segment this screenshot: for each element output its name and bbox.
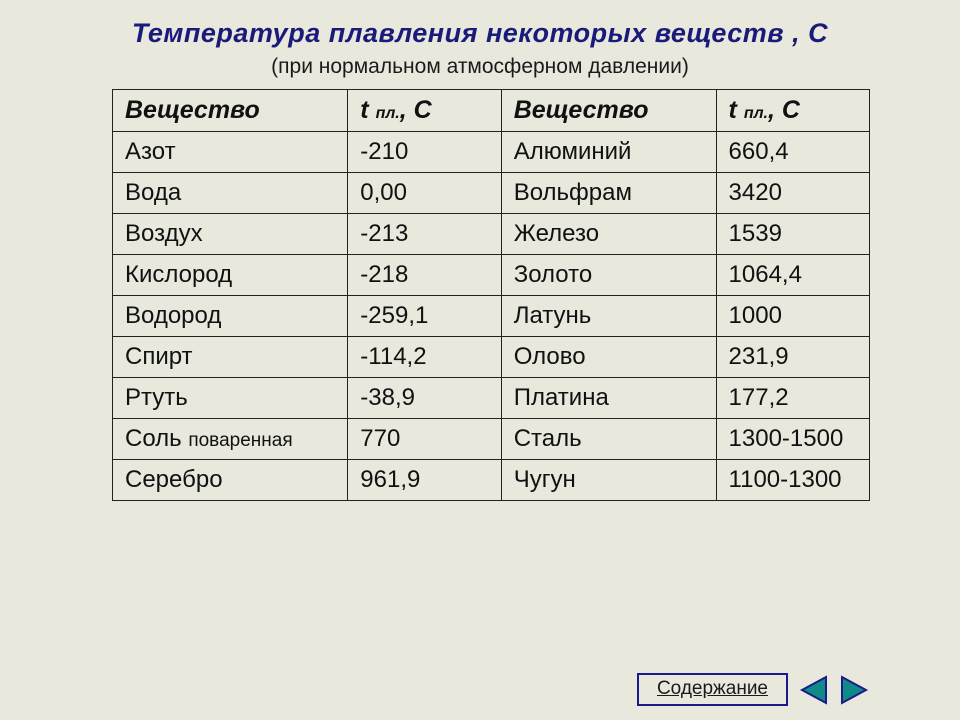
table-row: Соль поваренная 770 Сталь 1300-1500 — [113, 419, 870, 460]
cell-substance: Спирт — [113, 337, 348, 378]
cell-temp: 660,4 — [716, 132, 869, 173]
cell-temp: 1539 — [716, 214, 869, 255]
cell-temp: 961,9 — [348, 460, 501, 501]
cell-substance: Вода — [113, 173, 348, 214]
cell-temp: 1000 — [716, 296, 869, 337]
header-t-label-2: t пл., С — [729, 96, 800, 124]
table-container: Вещество t пл., С Вещество t пл., С Азот… — [0, 89, 960, 501]
table-row: Спирт -114,2 Олово 231,9 — [113, 337, 870, 378]
cell-substance: Олово — [501, 337, 716, 378]
cell-temp: -213 — [348, 214, 501, 255]
table-header-row: Вещество t пл., С Вещество t пл., С — [113, 90, 870, 132]
page-title: Температура плавления некоторых веществ … — [0, 0, 960, 55]
cell-substance: Азот — [113, 132, 348, 173]
cell-substance: Алюминий — [501, 132, 716, 173]
col-substance-1: Вещество — [113, 90, 348, 132]
cell-substance: Соль поваренная — [113, 419, 348, 460]
cell-substance: Воздух — [113, 214, 348, 255]
header-substance-label: Вещество — [125, 96, 260, 124]
table-body: Азот -210 Алюминий 660,4 Вода 0,00 Вольф… — [113, 132, 870, 501]
col-temp-1: t пл., С — [348, 90, 501, 132]
cell-substance: Водород — [113, 296, 348, 337]
cell-temp: 1300-1500 — [716, 419, 869, 460]
col-substance-2: Вещество — [501, 90, 716, 132]
cell-temp: 770 — [348, 419, 501, 460]
cell-substance: Кислород — [113, 255, 348, 296]
table-row: Ртуть -38,9 Платина 177,2 — [113, 378, 870, 419]
table-row: Кислород -218 Золото 1064,4 — [113, 255, 870, 296]
cell-substance: Платина — [501, 378, 716, 419]
cell-temp: -210 — [348, 132, 501, 173]
cell-temp: -114,2 — [348, 337, 501, 378]
cell-temp: -218 — [348, 255, 501, 296]
cell-substance: Золото — [501, 255, 716, 296]
cell-substance: Вольфрам — [501, 173, 716, 214]
cell-substance: Серебро — [113, 460, 348, 501]
cell-substance: Сталь — [501, 419, 716, 460]
melting-point-table: Вещество t пл., С Вещество t пл., С Азот… — [112, 89, 870, 501]
page-subtitle: (при нормальном атмосферном давлении) — [0, 55, 960, 89]
cell-substance: Чугун — [501, 460, 716, 501]
footer-nav: Содержание — [637, 673, 872, 706]
contents-button[interactable]: Содержание — [637, 673, 788, 706]
cell-temp: 1100-1300 — [716, 460, 869, 501]
table-row: Серебро 961,9 Чугун 1100-1300 — [113, 460, 870, 501]
cell-temp: -259,1 — [348, 296, 501, 337]
cell-substance: Железо — [501, 214, 716, 255]
table-row: Водород -259,1 Латунь 1000 — [113, 296, 870, 337]
cell-temp: 0,00 — [348, 173, 501, 214]
next-icon[interactable] — [838, 675, 872, 705]
table-row: Вода 0,00 Вольфрам 3420 — [113, 173, 870, 214]
cell-temp: 177,2 — [716, 378, 869, 419]
header-substance-label-2: Вещество — [514, 96, 649, 124]
cell-temp: 1064,4 — [716, 255, 869, 296]
col-temp-2: t пл., С — [716, 90, 869, 132]
cell-temp: 3420 — [716, 173, 869, 214]
table-row: Азот -210 Алюминий 660,4 — [113, 132, 870, 173]
table-row: Воздух -213 Железо 1539 — [113, 214, 870, 255]
cell-temp: -38,9 — [348, 378, 501, 419]
cell-substance: Латунь — [501, 296, 716, 337]
cell-substance: Ртуть — [113, 378, 348, 419]
header-t-label: t пл., С — [360, 96, 431, 124]
cell-temp: 231,9 — [716, 337, 869, 378]
prev-icon[interactable] — [796, 675, 830, 705]
